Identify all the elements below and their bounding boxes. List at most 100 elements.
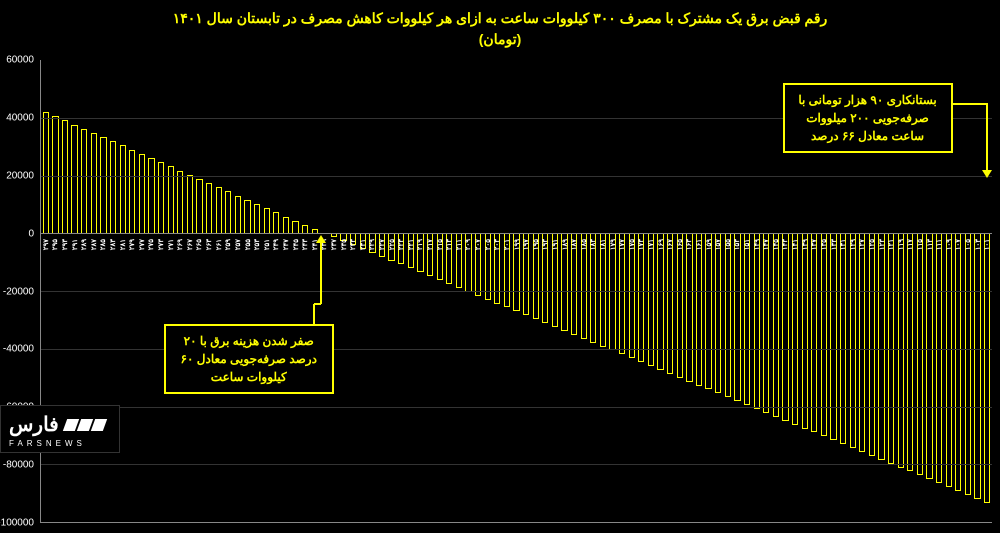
bar bbox=[629, 233, 635, 358]
bar bbox=[235, 196, 241, 234]
x-tick-label: ۱۸۱ bbox=[599, 239, 607, 250]
x-tick-label: ۲۱۳ bbox=[445, 239, 453, 250]
bar bbox=[744, 233, 750, 405]
x-tick-label: ۲۴۵ bbox=[292, 239, 300, 250]
x-tick-label: ۱۲۳ bbox=[878, 239, 886, 250]
bar bbox=[754, 233, 760, 409]
bar bbox=[71, 125, 77, 234]
x-tick-label: ۱۷۱ bbox=[647, 239, 655, 250]
x-tick-label: ۲۵۵ bbox=[244, 239, 252, 250]
x-tick-label: ۱۹۵ bbox=[532, 239, 540, 250]
x-tick-label: ۱۷۷ bbox=[618, 239, 626, 250]
arrow-head-icon bbox=[316, 235, 326, 243]
y-axis: -100000-80000-60000-40000-20000020000400… bbox=[0, 60, 38, 523]
bar bbox=[216, 187, 222, 233]
x-tick-label: ۲۳۳ bbox=[349, 239, 357, 250]
title-line-2: (تومان) bbox=[20, 29, 980, 50]
x-tick-label: ۲۹۳ bbox=[61, 239, 69, 250]
x-tick-label: ۱۴۷ bbox=[762, 239, 770, 250]
x-tick-label: ۱۶۳ bbox=[685, 239, 693, 250]
x-tick-label: ۲۰۱ bbox=[503, 239, 511, 250]
bar bbox=[965, 233, 971, 495]
x-tick-label: ۱۹۳ bbox=[541, 239, 549, 250]
x-tick-label: ۱۵۷ bbox=[714, 239, 722, 250]
x-tick-label: ۱۸۳ bbox=[589, 239, 597, 250]
x-tick-label: ۱۵۳ bbox=[733, 239, 741, 250]
x-tick-label: ۱۲۹ bbox=[849, 239, 857, 250]
bar bbox=[782, 233, 788, 420]
x-tick-label: ۲۲۷ bbox=[378, 239, 386, 250]
x-tick-label: ۲۰۳ bbox=[493, 239, 501, 250]
x-tick-label: ۱۸۹ bbox=[561, 239, 569, 250]
bar bbox=[936, 233, 942, 483]
x-tick-label: ۲۳۱ bbox=[359, 239, 367, 250]
x-tick-label: ۲۲۳ bbox=[397, 239, 405, 250]
bar bbox=[81, 129, 87, 234]
bar bbox=[254, 204, 260, 233]
y-tick-label: 40000 bbox=[6, 112, 34, 123]
bar bbox=[869, 233, 875, 456]
bar bbox=[974, 233, 980, 499]
bar bbox=[283, 217, 289, 234]
x-tick-label: ۱۰۳ bbox=[974, 239, 982, 250]
x-tick-label: ۱۴۱ bbox=[791, 239, 799, 250]
x-tick-label: ۲۹۷ bbox=[42, 239, 50, 250]
arrow-head-icon bbox=[982, 170, 992, 178]
bar bbox=[302, 225, 308, 233]
bar bbox=[91, 133, 97, 233]
bar bbox=[802, 233, 808, 428]
x-tick-label: ۱۹۱ bbox=[551, 239, 559, 250]
x-tick-label: ۱۴۵ bbox=[772, 239, 780, 250]
bar bbox=[158, 162, 164, 233]
x-tick-label: ۲۲۱ bbox=[407, 239, 415, 250]
x-tick-label: ۲۶۵ bbox=[195, 239, 203, 250]
annotation-arrow bbox=[953, 103, 988, 105]
bar bbox=[830, 233, 836, 440]
x-tick-label: ۱۰۹ bbox=[945, 239, 953, 250]
x-tick-label: ۲۳۷ bbox=[330, 239, 338, 250]
x-tick-label: ۲۶۷ bbox=[186, 239, 194, 250]
x-tick-label: ۱۳۹ bbox=[801, 239, 809, 250]
bar bbox=[196, 179, 202, 233]
bar bbox=[705, 233, 711, 389]
x-tick-label: ۲۸۱ bbox=[119, 239, 127, 250]
x-tick-label: ۲۷۱ bbox=[167, 239, 175, 250]
x-tick-label: ۱۰۷ bbox=[954, 239, 962, 250]
x-tick-label: ۱۲۱ bbox=[887, 239, 895, 250]
y-tick-label: -100000 bbox=[0, 518, 34, 529]
bar bbox=[792, 233, 798, 424]
x-tick-label: ۱۵۵ bbox=[724, 239, 732, 250]
x-tick-label: ۲۸۹ bbox=[80, 239, 88, 250]
logo-text-en: FARSNEWS bbox=[9, 439, 105, 448]
x-tick-label: ۱۱۱ bbox=[935, 239, 943, 250]
bar bbox=[110, 141, 116, 233]
bar bbox=[725, 233, 731, 397]
x-tick-label: ۱۵۹ bbox=[705, 239, 713, 250]
x-tick-label: ۲۸۳ bbox=[109, 239, 117, 250]
x-tick-label: ۲۰۵ bbox=[484, 239, 492, 250]
x-tick-label: ۱۵۱ bbox=[743, 239, 751, 250]
bar bbox=[264, 208, 270, 233]
x-tick-label: ۱۱۳ bbox=[926, 239, 934, 250]
fars-news-logo: فارس FARSNEWS bbox=[0, 405, 120, 453]
bar bbox=[43, 112, 49, 233]
y-tick-label: 20000 bbox=[6, 170, 34, 181]
x-tick-label: ۱۳۵ bbox=[820, 239, 828, 250]
bar bbox=[292, 221, 298, 234]
bar bbox=[917, 233, 923, 475]
bar bbox=[811, 233, 817, 432]
x-tick-label: ۲۷۵ bbox=[147, 239, 155, 250]
x-tick-label: ۱۸۵ bbox=[580, 239, 588, 250]
x-tick-label: ۲۲۹ bbox=[368, 239, 376, 250]
bar bbox=[187, 175, 193, 234]
logo-text-fa: فارس bbox=[9, 412, 59, 437]
x-tick-label: ۱۳۷ bbox=[810, 239, 818, 250]
bar bbox=[878, 233, 884, 460]
x-tick-label: ۲۹۱ bbox=[71, 239, 79, 250]
bar bbox=[129, 150, 135, 234]
x-tick-label: ۱۲۷ bbox=[858, 239, 866, 250]
bar bbox=[638, 233, 644, 362]
bar bbox=[773, 233, 779, 417]
bar bbox=[62, 120, 68, 233]
annotation-arrow bbox=[986, 103, 988, 170]
